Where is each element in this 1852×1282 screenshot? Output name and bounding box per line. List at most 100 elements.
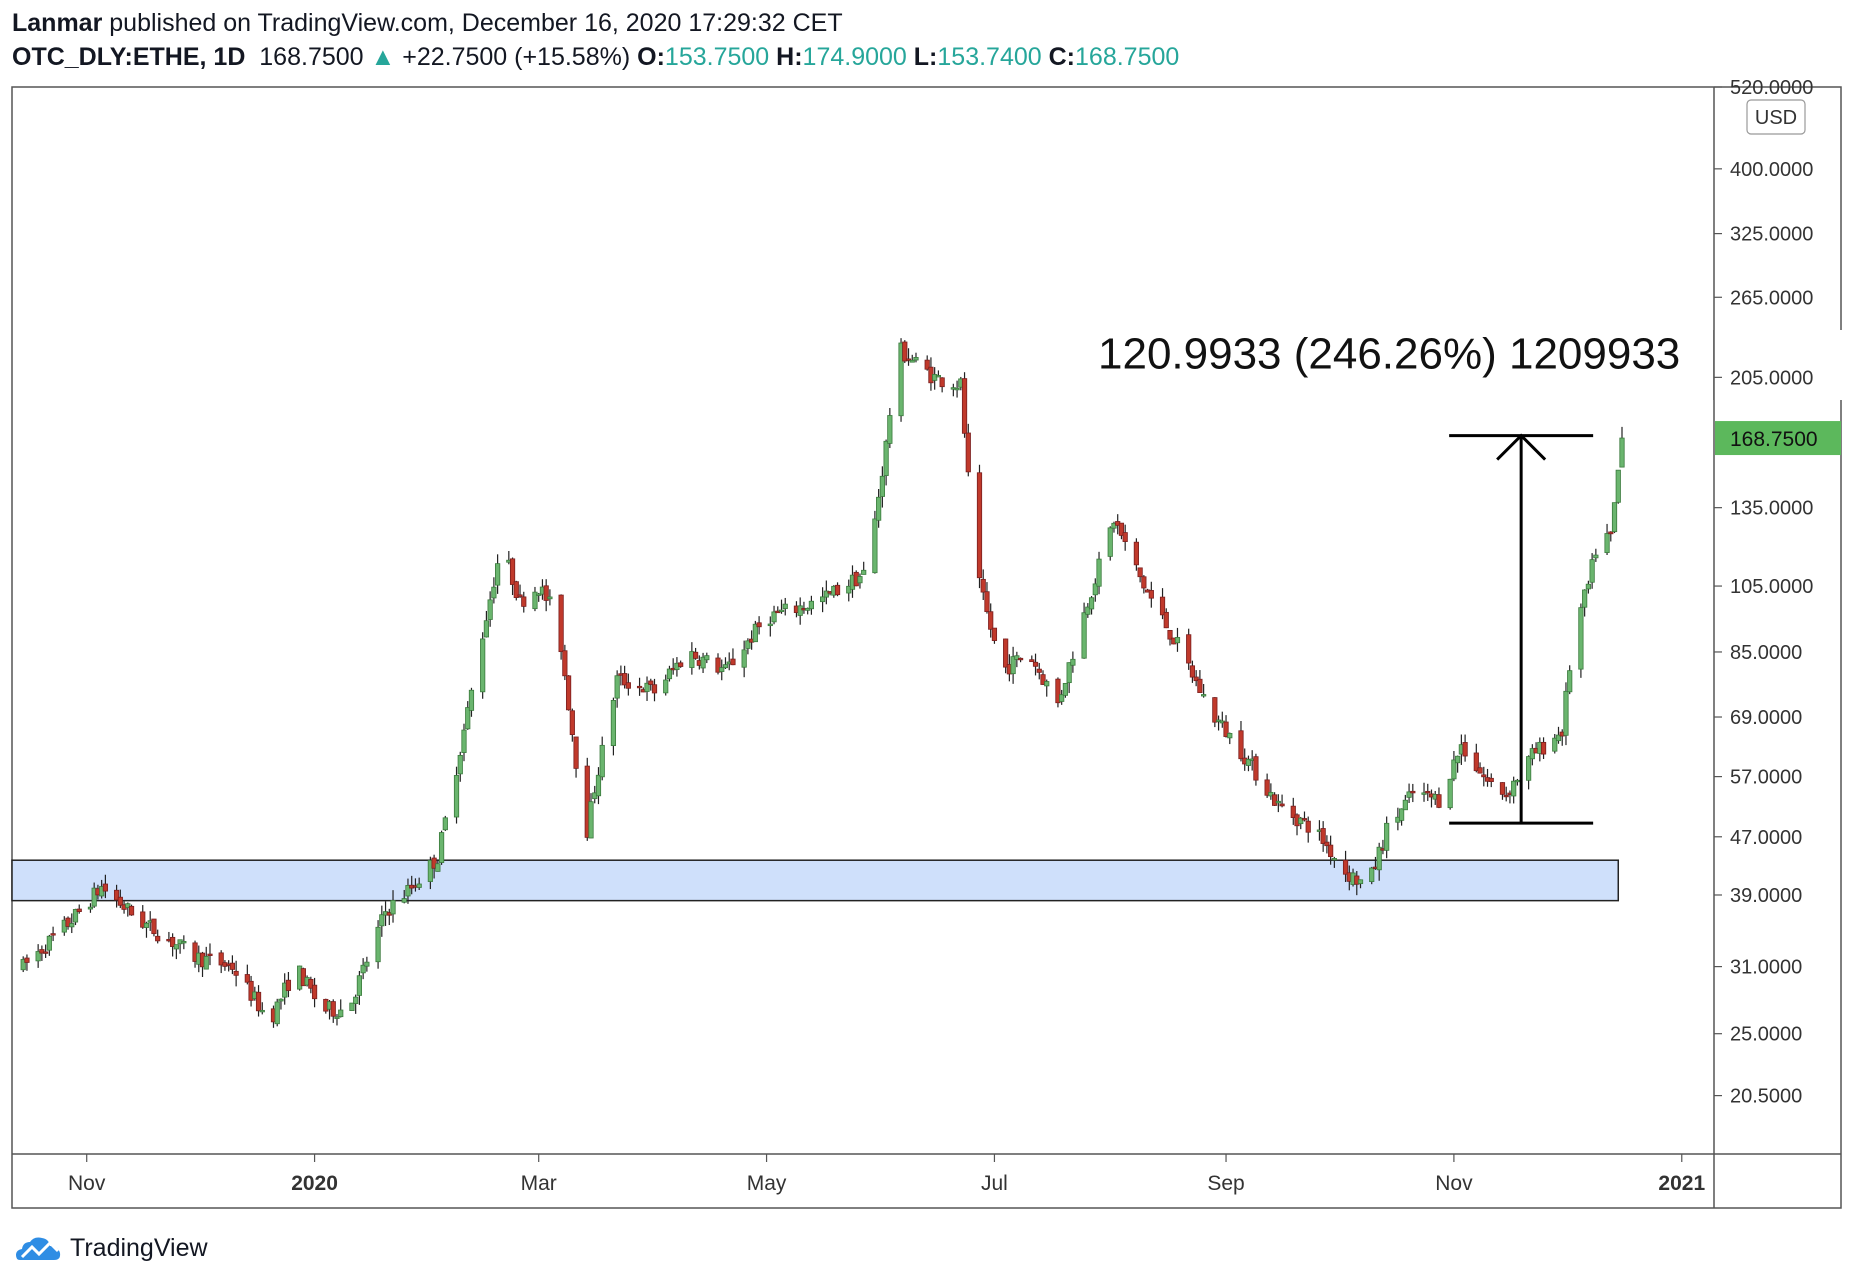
candle-body	[636, 685, 643, 689]
candle-body	[173, 944, 179, 950]
candle-body	[1201, 694, 1207, 697]
candle-body	[1059, 694, 1065, 702]
candle-body	[442, 817, 448, 831]
candle-body	[170, 936, 176, 947]
measure-label-clip	[1714, 330, 1852, 400]
low-value: 153.7400	[937, 43, 1042, 71]
candle-body	[595, 774, 602, 797]
candle-body	[1552, 737, 1558, 752]
time-axis[interactable]: Nov 2020 Mar May Jul Sep Nov 2021	[68, 1154, 1705, 1195]
candle-body	[117, 896, 123, 906]
candle-body	[1032, 661, 1039, 667]
candle-body	[924, 359, 930, 370]
candle-body	[1342, 859, 1349, 875]
candles-group	[20, 338, 1625, 1028]
candle-body	[689, 651, 695, 668]
candle-body	[453, 775, 460, 818]
candle-body	[1141, 576, 1147, 589]
candle-body	[1029, 659, 1035, 663]
y-tick-label: 325.0000	[1730, 224, 1813, 246]
candle-body	[1369, 867, 1375, 883]
candle-body	[730, 658, 736, 666]
candle-body	[797, 605, 803, 616]
candle-body	[274, 1001, 280, 1025]
candle-body	[405, 885, 411, 897]
candle-body	[218, 952, 224, 966]
candle-body	[248, 980, 254, 1001]
candle-body	[1328, 844, 1334, 858]
candle-body	[1582, 589, 1588, 608]
candle-body	[87, 906, 94, 910]
y-tick-label: 39.0000	[1730, 885, 1802, 907]
candle-body	[1227, 733, 1233, 739]
candle-body	[207, 953, 213, 956]
candle-body	[375, 926, 381, 963]
candle-body	[113, 889, 120, 901]
candle-body	[823, 590, 829, 598]
candle-body	[834, 584, 841, 596]
candle-body	[1511, 780, 1517, 797]
candle-body	[913, 357, 919, 361]
candle-body	[1589, 559, 1595, 583]
candle-body	[991, 627, 998, 641]
candle-body	[648, 680, 654, 685]
candle-body	[91, 887, 97, 907]
candle-body	[1402, 799, 1408, 811]
candle-body	[487, 599, 493, 620]
candle-body	[495, 563, 501, 586]
published-text: published on TradingView.com, December 1…	[109, 9, 843, 37]
candle-body	[599, 744, 605, 778]
candle-body	[1107, 527, 1113, 557]
candle-body	[65, 917, 71, 927]
candle-body	[1014, 655, 1020, 660]
candle-body	[311, 984, 318, 1000]
candle-body	[980, 578, 986, 593]
candle-body	[461, 729, 467, 753]
candle-body	[1320, 828, 1326, 844]
candle-body	[1529, 748, 1535, 760]
candle-body	[1499, 782, 1506, 795]
footer-brand[interactable]: TradingView	[70, 1233, 208, 1262]
candle-body	[1186, 634, 1192, 664]
candle-body	[1279, 803, 1285, 807]
tradingview-cloud-icon[interactable]	[14, 1233, 64, 1263]
price-axis[interactable]: 520.0000 400.0000 325.0000 265.0000 205.0000…	[1714, 77, 1813, 1108]
candle-body	[1159, 596, 1166, 616]
measure-arrow-icon	[1496, 433, 1547, 461]
candle-body	[1619, 437, 1625, 468]
candle-body	[1298, 817, 1304, 825]
x-tick-label: Nov	[68, 1172, 106, 1195]
candle-body	[644, 682, 650, 692]
candle-body	[1425, 790, 1431, 794]
candle-body	[543, 585, 549, 601]
candle-body	[1514, 779, 1521, 783]
candle-body	[334, 1016, 340, 1019]
candle-body	[349, 1002, 355, 1011]
candle-body	[700, 656, 706, 669]
candle-body	[1406, 791, 1412, 798]
candle-body	[741, 649, 747, 668]
candle-body	[909, 359, 915, 363]
candle-body	[905, 358, 912, 361]
candle-body	[532, 591, 538, 610]
candle-body	[988, 611, 994, 630]
candle-body	[192, 942, 198, 962]
price-range-measure[interactable]	[1449, 433, 1594, 825]
close-value: 168.7500	[1075, 43, 1180, 71]
candle-body	[872, 518, 878, 574]
author-name[interactable]: Lanmar	[12, 9, 103, 37]
candle-body	[954, 387, 960, 391]
footer: TradingView	[14, 1230, 208, 1266]
symbol-name: OTC_DLY:ETHE, 1D	[12, 43, 246, 71]
x-tick-label: Nov	[1435, 1172, 1473, 1195]
candle-body	[338, 1009, 344, 1018]
candle-body	[43, 951, 49, 954]
candle-body	[39, 949, 45, 954]
candle-body	[480, 638, 486, 693]
candle-body	[360, 964, 366, 974]
y-tick-label: 69.0000	[1730, 707, 1802, 729]
candle-body	[756, 622, 762, 628]
currency-button[interactable]: USD	[1746, 99, 1806, 135]
candle-body	[861, 569, 867, 575]
